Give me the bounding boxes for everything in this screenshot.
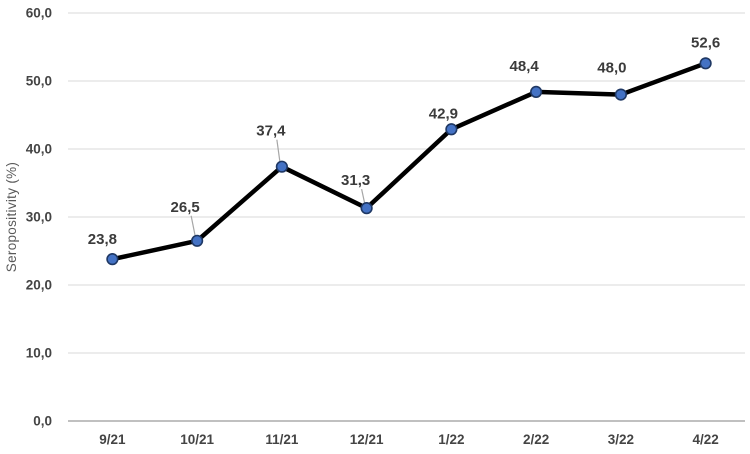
data-point-marker: [699, 57, 712, 70]
x-tick-label: 12/21: [350, 432, 384, 447]
data-point-marker: [275, 160, 288, 173]
data-point-label: 37,4: [256, 123, 286, 140]
data-point-label: 42,9: [429, 105, 458, 122]
x-tick-label: 1/22: [438, 432, 464, 447]
y-tick-label: 30,0: [26, 210, 52, 225]
series-line-seropositivity: [110, 61, 708, 262]
data-point-marker: [530, 85, 543, 98]
x-tick-label: 4/22: [692, 432, 718, 447]
x-tick-label: 2/22: [523, 432, 549, 447]
x-tick-label: 3/22: [608, 432, 634, 447]
y-tick-label: 20,0: [26, 278, 52, 293]
y-tick-label: 60,0: [26, 6, 52, 21]
y-axis-title: Seropositivity (%): [4, 162, 19, 272]
x-tick-label: 11/21: [265, 432, 299, 447]
data-point-label: 23,8: [88, 231, 117, 248]
data-label-leader-line: [190, 215, 196, 236]
y-tick-label: 40,0: [26, 142, 52, 157]
y-tick-label: 50,0: [26, 74, 52, 89]
data-label-leader-line: [276, 139, 281, 162]
y-tick-label: 0,0: [33, 414, 52, 429]
data-point-label: 48,4: [510, 58, 540, 75]
y-tick-label: 10,0: [26, 346, 52, 361]
data-label-leader-line: [361, 189, 366, 204]
data-point-label: 31,3: [341, 172, 370, 189]
data-point-label: 48,0: [597, 60, 626, 77]
data-point-marker: [360, 202, 373, 215]
data-point-marker: [614, 88, 627, 101]
data-point-label: 26,5: [171, 199, 200, 216]
x-tick-label: 10/21: [180, 432, 214, 447]
data-point-label: 52,6: [691, 34, 720, 51]
x-tick-label: 9/21: [99, 432, 126, 447]
data-point-marker: [191, 234, 204, 247]
data-point-marker: [106, 253, 119, 266]
data-point-marker: [445, 123, 458, 136]
